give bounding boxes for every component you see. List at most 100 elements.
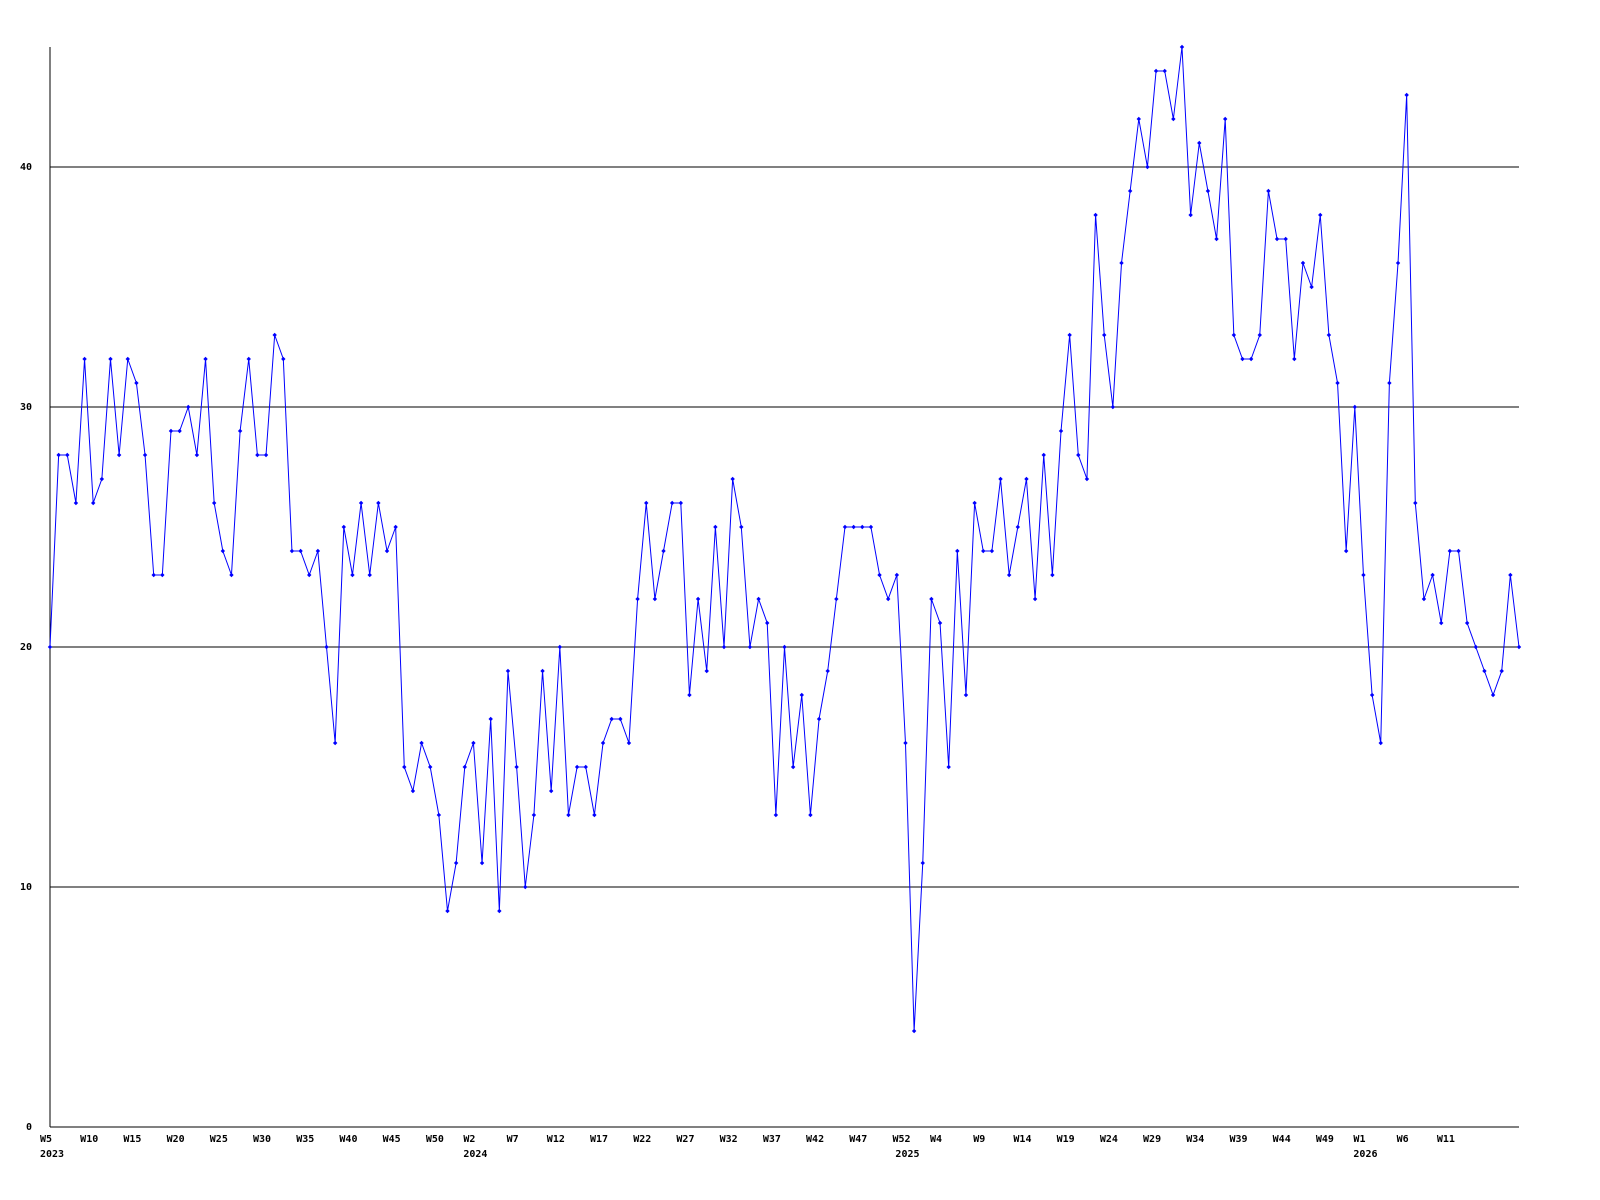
data-point [1197,140,1202,146]
data-point [436,812,442,818]
y-tick-label: 0 [26,1122,32,1133]
x-tick-label: W27 [676,1134,694,1145]
data-point [91,500,96,506]
x-tick-label: W45 [383,1134,401,1145]
data-point [1499,668,1504,674]
data-point [661,548,666,554]
data-point [1231,332,1237,338]
x-tick-label: W32 [720,1134,738,1145]
x-tick-label: W44 [1273,1134,1291,1145]
data-point [471,740,476,746]
data-point [903,740,908,746]
data-point [367,572,372,578]
data-point [1430,572,1435,578]
data-point [540,668,545,674]
data-point [972,500,977,506]
data-point [1119,260,1124,266]
x-tick-label: W20 [167,1134,185,1145]
data-point [237,428,243,434]
data-point [1447,548,1453,554]
data-point [1413,500,1418,506]
data-point [160,572,165,578]
data-point [1153,68,1159,74]
data-point [1162,68,1167,74]
y-tick-label: 10 [20,882,32,893]
data-point [203,356,208,362]
x-year-label: 2025 [895,1149,919,1160]
x-tick-label: W47 [849,1134,867,1145]
data-point [341,524,346,530]
data-point [989,548,995,554]
data-point [281,356,286,362]
data-point [1145,164,1150,170]
x-tick-label: W12 [547,1134,565,1145]
data-point [298,548,303,554]
data-point [428,764,433,770]
x-year-label: 2026 [1353,1149,1377,1160]
data-point [946,764,951,770]
data-point [332,740,338,746]
data-point [246,356,251,362]
data-point [384,548,390,554]
data-point [955,548,960,554]
data-point [1326,332,1332,338]
data-point [773,812,779,818]
data-point [963,692,969,698]
data-point [1067,332,1072,338]
data-point [73,500,79,506]
data-point [419,740,424,746]
data-point [358,500,364,506]
data-point [644,500,649,506]
data-point [531,812,537,818]
data-point [1110,404,1116,410]
data-point [289,548,295,554]
data-point [186,404,191,410]
data-point [1309,284,1314,290]
data-point [1050,572,1055,578]
data-point [885,596,891,602]
data-point [583,764,588,770]
x-tick-label: W11 [1437,1134,1455,1145]
data-point [263,452,269,458]
data-point [998,476,1003,482]
data-point [557,644,563,650]
x-tick-label: W52 [892,1134,910,1145]
data-point [445,908,450,914]
data-point [1439,620,1444,626]
data-point [1093,212,1098,218]
data-point [713,524,718,530]
data-point [1508,572,1513,578]
data-point [1214,236,1219,242]
x-tick-label: W25 [210,1134,228,1145]
data-point [695,596,701,602]
data-point [799,692,804,698]
data-point [851,524,856,530]
data-point [1283,236,1288,242]
data-point [1058,428,1064,434]
data-point [307,572,312,578]
x-tick-label: W10 [80,1134,98,1145]
x-year-label: 2024 [463,1149,487,1160]
data-point [1343,548,1349,554]
data-point [1361,572,1366,578]
data-point [1188,212,1193,218]
data-point [730,476,735,482]
data-point [82,356,87,362]
data-point [315,548,321,554]
y-tick-label: 20 [20,642,32,653]
data-point [929,596,934,602]
x-tick-label: W40 [339,1134,357,1145]
data-point [1179,44,1185,50]
data-point [1395,260,1401,266]
data-point [652,596,658,602]
data-point [920,860,925,866]
data-point [488,716,493,722]
data-point [765,620,770,626]
data-point [1024,476,1029,482]
data-point [1076,452,1081,458]
x-tick-label: W37 [763,1134,781,1145]
data-point [229,572,234,578]
x-tick-label: W24 [1100,1134,1118,1145]
x-tick-label: W7 [507,1134,519,1145]
